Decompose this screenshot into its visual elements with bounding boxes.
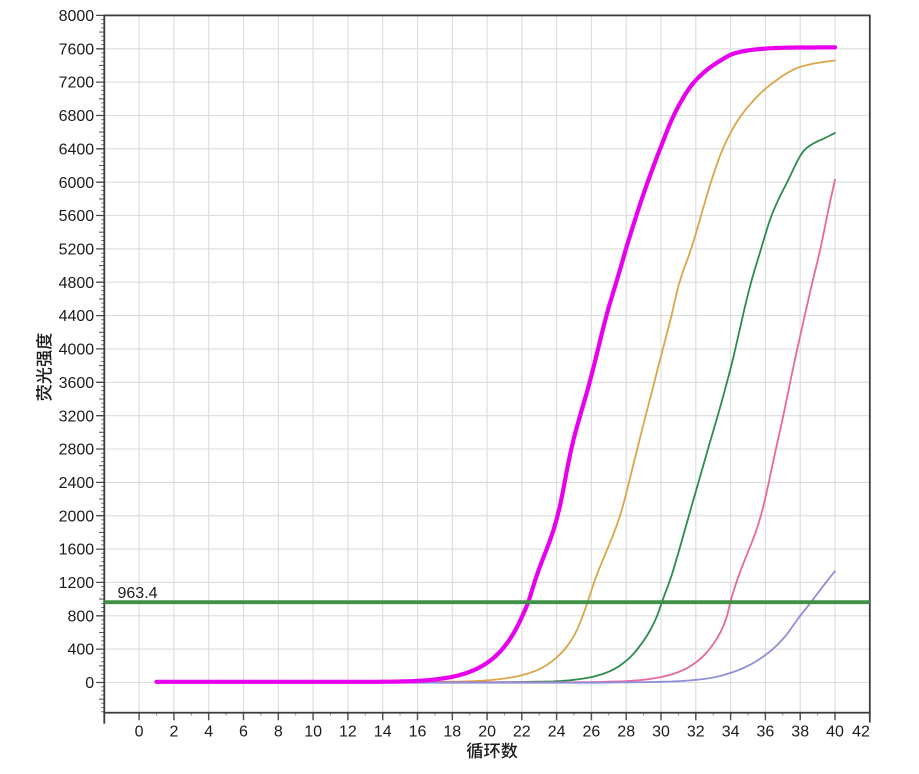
svg-text:4: 4: [204, 723, 213, 740]
svg-text:22: 22: [513, 723, 531, 740]
svg-text:1600: 1600: [59, 542, 95, 559]
svg-text:14: 14: [374, 723, 392, 740]
svg-text:30: 30: [652, 723, 670, 740]
svg-text:10: 10: [304, 723, 322, 740]
svg-text:2000: 2000: [59, 508, 95, 525]
svg-text:2: 2: [169, 723, 178, 740]
svg-text:8: 8: [274, 723, 283, 740]
svg-text:16: 16: [409, 723, 427, 740]
svg-text:400: 400: [67, 642, 94, 659]
svg-text:12: 12: [339, 723, 357, 740]
svg-text:8000: 8000: [59, 8, 95, 25]
svg-text:0: 0: [135, 723, 144, 740]
svg-text:6: 6: [239, 723, 248, 740]
svg-text:26: 26: [583, 723, 601, 740]
svg-text:2400: 2400: [59, 475, 95, 492]
svg-text:2800: 2800: [59, 442, 95, 459]
svg-text:4000: 4000: [59, 342, 95, 359]
svg-text:36: 36: [757, 723, 775, 740]
svg-text:4800: 4800: [59, 275, 95, 292]
svg-text:40: 40: [826, 723, 844, 740]
svg-text:6400: 6400: [59, 141, 95, 158]
svg-text:4400: 4400: [59, 308, 95, 325]
svg-text:1200: 1200: [59, 575, 95, 592]
svg-text:20: 20: [478, 723, 496, 740]
svg-text:7200: 7200: [59, 75, 95, 92]
svg-text:18: 18: [443, 723, 461, 740]
svg-text:0: 0: [85, 675, 94, 692]
svg-text:32: 32: [687, 723, 705, 740]
svg-text:42: 42: [852, 723, 870, 740]
svg-text:800: 800: [67, 608, 94, 625]
svg-text:24: 24: [548, 723, 566, 740]
svg-text:5600: 5600: [59, 208, 95, 225]
svg-text:28: 28: [617, 723, 635, 740]
svg-text:5200: 5200: [59, 242, 95, 259]
svg-text:6000: 6000: [59, 175, 95, 192]
svg-text:3600: 3600: [59, 375, 95, 392]
svg-text:7600: 7600: [59, 41, 95, 58]
svg-text:963.4: 963.4: [118, 585, 158, 602]
svg-text:38: 38: [791, 723, 809, 740]
svg-text:34: 34: [722, 723, 740, 740]
svg-text:6800: 6800: [59, 108, 95, 125]
svg-text:3200: 3200: [59, 408, 95, 425]
